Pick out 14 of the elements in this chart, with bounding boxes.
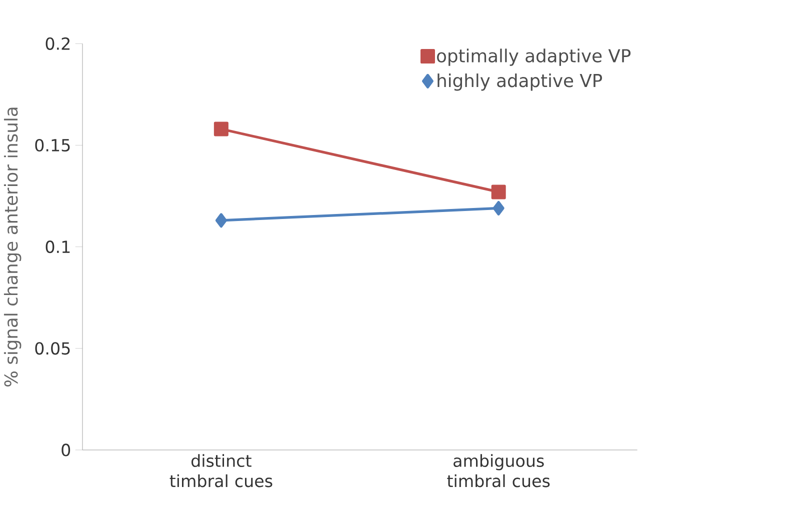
legend-label: highly adaptive VP: [438, 73, 602, 91]
y-tick-label: 0.2: [46, 37, 70, 50]
y-tick-label: 0.1: [46, 240, 70, 254]
point: [492, 200, 504, 216]
point: [215, 213, 227, 228]
y-tick-label: 0.05: [35, 342, 70, 355]
x-tick-label: ambiguous timbral cues: [447, 454, 550, 488]
legend-label: optimally adaptive VP: [437, 48, 631, 66]
y-tick-label: 0.15: [35, 138, 70, 152]
x-tick-label: distinct timbral cues: [170, 454, 272, 488]
point: [491, 184, 506, 200]
y-tick-label: 0: [62, 444, 70, 456]
point: [214, 122, 228, 136]
y-axis-title: % signal change anterior insula: [4, 108, 22, 386]
